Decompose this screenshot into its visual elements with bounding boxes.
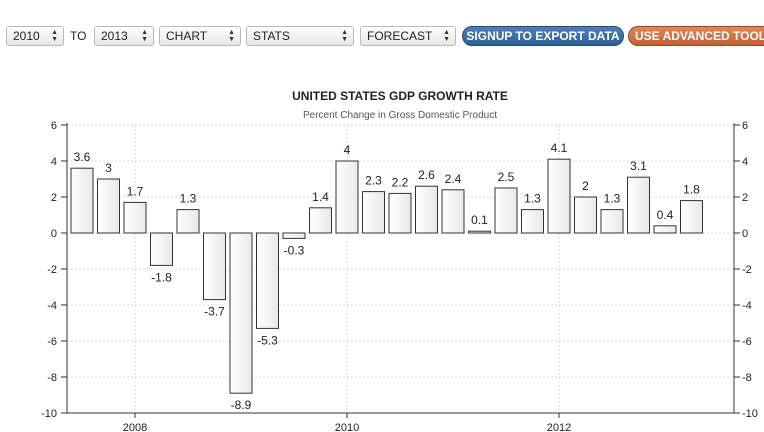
y-tick-label-right: 4	[742, 156, 748, 168]
bar	[494, 187, 518, 234]
bar	[415, 185, 438, 234]
bar-value-label: -8.9	[231, 398, 252, 412]
signup-export-button[interactable]: SIGNUP TO EXPORT DATA	[462, 26, 624, 46]
bar-value-label: 1.4	[312, 190, 329, 204]
bar	[468, 230, 491, 234]
select-arrows-icon: ▲ ▼	[141, 29, 148, 43]
bar-value-label: -0.3	[284, 243, 305, 257]
bar	[627, 176, 650, 234]
bar-value-label: 1.8	[683, 183, 700, 197]
bar-value-label: 1.3	[604, 192, 621, 206]
bar-value-label: 2.3	[365, 174, 382, 188]
y-tick-label-left: 2	[51, 192, 57, 204]
forecast-select-value: FORECAST	[367, 29, 433, 43]
select-arrows-icon: ▲ ▼	[341, 29, 348, 43]
chart-data-labels: 3.6 3 1.7 -1.8 1.3 -3.7 -8.9 -5.3 -0.3 1.4 4 2.3 2.2…	[74, 141, 701, 412]
bar-value-label: 2	[582, 179, 589, 193]
select-arrows-icon: ▲ ▼	[228, 29, 235, 43]
from-year-value: 2010	[13, 29, 40, 43]
bar-value-label: -5.3	[257, 333, 278, 347]
bar	[600, 209, 624, 234]
to-year-value: 2013	[101, 29, 128, 43]
from-year-select[interactable]: 2010 ▲ ▼	[6, 26, 64, 46]
bar-value-label: 3.1	[630, 159, 647, 173]
forecast-select[interactable]: FORECAST ▲ ▼	[360, 26, 456, 46]
select-arrows-icon: ▲ ▼	[51, 29, 58, 43]
chart-subtitle: Percent Change in Gross Domestic Product	[303, 110, 497, 121]
to-year-select[interactable]: 2013 ▲ ▼	[94, 26, 154, 46]
chart-select[interactable]: CHART ▲ ▼	[159, 26, 241, 46]
bar	[441, 189, 465, 234]
bar	[309, 207, 332, 234]
y-tick-label-left: 4	[51, 156, 57, 168]
y-tick-label-left: -8	[47, 372, 57, 384]
bar	[388, 192, 412, 234]
y-tick-label-right: 2	[742, 192, 748, 204]
bar-value-label: 0.4	[657, 208, 674, 222]
y-tick-label-right: -10	[742, 408, 758, 420]
y-tick-label-right: -4	[742, 300, 752, 312]
y-tick-label-right: -6	[742, 336, 752, 348]
y-tick-label-left: -2	[47, 264, 57, 276]
y-tick-label-right: 6	[742, 120, 748, 132]
y-tick-label-left: -4	[47, 300, 57, 312]
bar-value-label: 3	[105, 161, 112, 175]
bar-value-label: 4	[344, 143, 351, 157]
chart-select-value: CHART	[166, 29, 208, 43]
advanced-tools-button[interactable]: USE ADVANCED TOOLS	[628, 26, 764, 46]
bar	[229, 232, 253, 394]
bar-value-label: 2.5	[498, 170, 515, 184]
bar	[123, 201, 147, 234]
bar	[176, 209, 200, 234]
y-tick-label-right: 0	[742, 228, 748, 240]
bar	[150, 232, 173, 266]
bar	[521, 209, 544, 234]
bar-value-label: 1.7	[127, 184, 144, 198]
bar	[680, 200, 703, 234]
bar	[335, 160, 359, 234]
bar-value-label: 2.6	[418, 168, 435, 182]
bar	[256, 232, 279, 329]
bar	[547, 158, 571, 234]
bar	[97, 178, 120, 234]
bar-value-label: 4.1	[551, 141, 568, 155]
y-tick-label-left: 6	[51, 120, 57, 132]
bar	[574, 196, 597, 234]
bar-value-label: 0.1	[471, 213, 488, 227]
bar-value-label: 1.3	[180, 192, 197, 206]
x-tick-label: 2008	[123, 422, 147, 432]
chart-title: UNITED STATES GDP GROWTH RATE	[292, 89, 508, 103]
bar-value-label: 1.3	[524, 192, 541, 206]
bar-value-label: 2.4	[445, 172, 462, 186]
bar-value-label: 3.6	[74, 150, 91, 164]
y-tick-label-right: -8	[742, 372, 752, 384]
chart-bars	[70, 158, 703, 394]
bar-value-label: -1.8	[151, 270, 172, 284]
stats-select-value: STATS	[253, 29, 290, 43]
bar	[282, 232, 306, 239]
bar	[362, 191, 385, 234]
x-tick-label: 2012	[547, 422, 571, 432]
x-tick-label: 2010	[335, 422, 359, 432]
bar-value-label: 2.2	[392, 175, 409, 189]
stats-select[interactable]: STATS ▲ ▼	[246, 26, 354, 46]
bar-value-label: -3.7	[204, 305, 225, 319]
bar	[70, 167, 94, 234]
y-tick-label-left: -6	[47, 336, 57, 348]
y-tick-label-left: -10	[41, 408, 57, 420]
to-label: TO	[70, 29, 87, 43]
bar	[203, 232, 226, 301]
toolbar: 2010 ▲ ▼ TO 2013 ▲ ▼ CHART ▲ ▼ STATS ▲ ▼ FOR…	[6, 26, 764, 48]
y-tick-label-right: -2	[742, 264, 752, 276]
bar	[653, 225, 677, 234]
select-arrows-icon: ▲ ▼	[443, 29, 450, 43]
y-tick-label-left: 0	[51, 228, 57, 240]
